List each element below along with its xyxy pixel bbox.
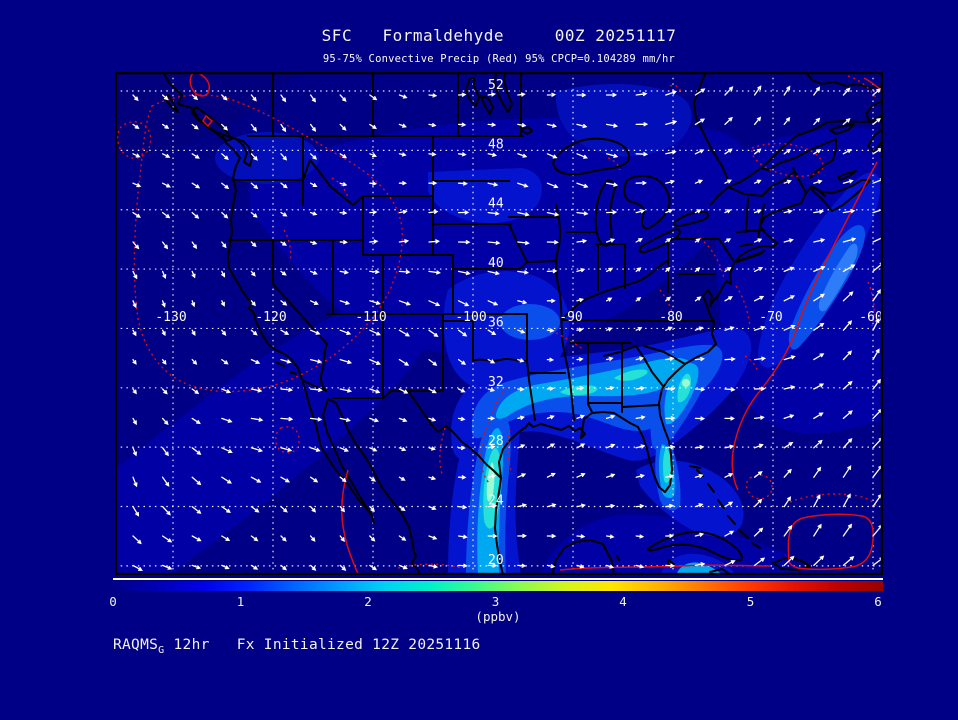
svg-text:32: 32 bbox=[488, 375, 504, 390]
svg-text:-70: -70 bbox=[759, 310, 782, 325]
svg-text:-110: -110 bbox=[355, 310, 386, 325]
wind-vectors bbox=[132, 85, 883, 571]
colorbar-tick-label: 1 bbox=[236, 594, 245, 609]
coastlines-and-borders bbox=[162, 72, 883, 575]
colorbar-unit: (ppbv) bbox=[475, 609, 521, 624]
colorbar-tick-label: 4 bbox=[619, 594, 627, 609]
graticule-labels: 52 48 44 40 36 32 28 24 20 -130 -120 -110 -100 -90 -80… bbox=[155, 78, 882, 568]
svg-text:44: 44 bbox=[488, 197, 504, 212]
convective-precip-contours bbox=[116, 72, 883, 575]
map-panel: 52 48 44 40 36 32 28 24 20 -130 -120 -110 -100 -90 -80… bbox=[115, 72, 883, 575]
svg-text:52: 52 bbox=[488, 78, 504, 93]
map-canvas: 52 48 44 40 36 32 28 24 20 -130 -120 -110 -100 -90 -80… bbox=[115, 72, 883, 575]
svg-text:28: 28 bbox=[488, 434, 504, 449]
svg-text:-130: -130 bbox=[155, 310, 186, 325]
svg-text:24: 24 bbox=[488, 494, 504, 509]
caption-rest: 12hr Fx Initialized 12Z 20251116 bbox=[164, 637, 481, 653]
colorbar-tick-label: 2 bbox=[364, 594, 372, 609]
colorbar-tick-label: 6 bbox=[874, 594, 882, 609]
svg-text:48: 48 bbox=[488, 137, 504, 152]
svg-text:-60: -60 bbox=[859, 310, 882, 325]
page-title: SFC Formaldehyde 00Z 20251117 bbox=[321, 26, 677, 45]
svg-text:-90: -90 bbox=[559, 310, 582, 325]
colorbar-gradient bbox=[113, 581, 883, 591]
svg-text:36: 36 bbox=[488, 315, 504, 330]
colorbar-top-line bbox=[113, 578, 883, 580]
colorbar: 0 1 2 3 4 5 6 (ppbv) bbox=[109, 578, 883, 624]
colorbar-tick-label: 5 bbox=[746, 594, 755, 609]
svg-text:-80: -80 bbox=[659, 310, 682, 325]
plot-subtitle: 95-75% Convective Precip (Red) 95% CPCP=… bbox=[322, 53, 676, 65]
model-name: RAQMS bbox=[113, 637, 159, 653]
map-frame bbox=[115, 72, 883, 575]
model-run-caption: RAQMSG 12hr Fx Initialized 12Z 20251116 bbox=[113, 637, 481, 656]
svg-text:40: 40 bbox=[488, 256, 504, 271]
colorbar-tick-label: 3 bbox=[491, 594, 500, 609]
svg-text:20: 20 bbox=[488, 553, 504, 568]
colorbar-tick-label: 0 bbox=[109, 594, 117, 609]
svg-text:-100: -100 bbox=[455, 310, 486, 325]
model-subscript: G bbox=[158, 644, 165, 656]
svg-text:-120: -120 bbox=[255, 310, 286, 325]
